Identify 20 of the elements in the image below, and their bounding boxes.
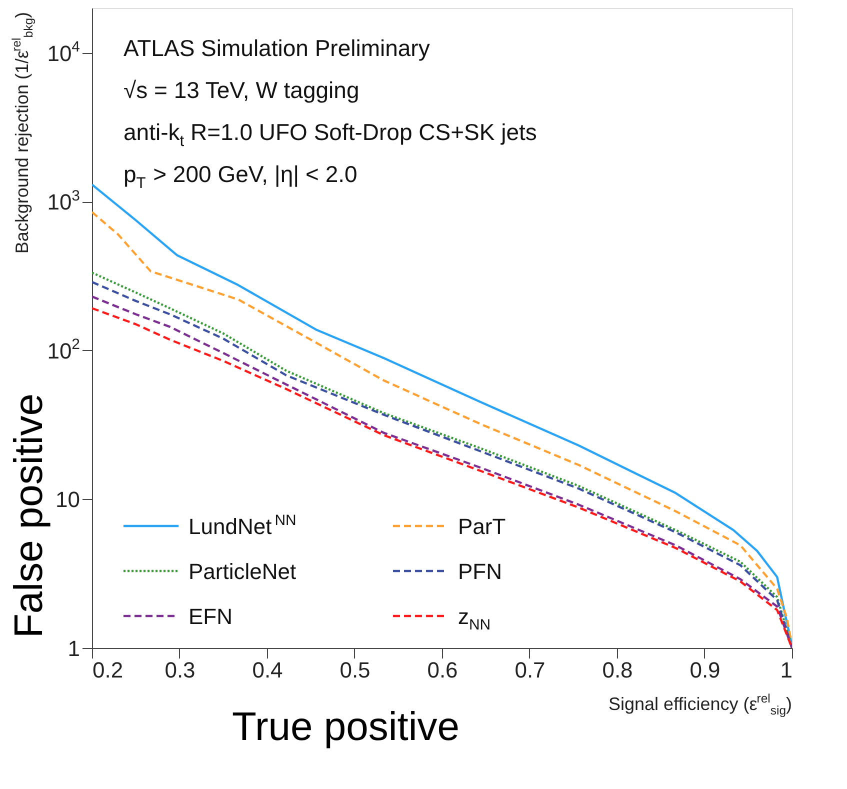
x-tick-label: 0.8 [602,658,633,682]
x-tick-label: 0.9 [690,658,720,682]
annotation: √s = 13 TeV, W tagging [124,77,360,103]
legend-label: PFN [458,559,502,584]
annotation: ATLAS Simulation Preliminary [124,35,430,61]
legend-label: ParT [458,514,506,539]
y-tick-label: 1 [68,636,80,661]
x-tick-label: 0.3 [164,658,196,682]
x-tick-label: 0.5 [340,658,370,682]
text: True positive [232,705,460,749]
y-axis-title: Background rejection (1/εrelbkg) [9,12,36,254]
x-tick-label: 0.4 [252,658,283,682]
x-tick-label: 0.2 [92,658,124,682]
y-tick-label: 10 [56,487,80,512]
text: False positive [7,393,51,638]
x-tick-label: 0.7 [514,658,546,682]
legend-label: ParticleNet [188,559,296,584]
x-tick-label: 1 [780,658,792,682]
x-tick-label: 0.6 [427,658,458,682]
legend-label: EFN [188,604,232,629]
